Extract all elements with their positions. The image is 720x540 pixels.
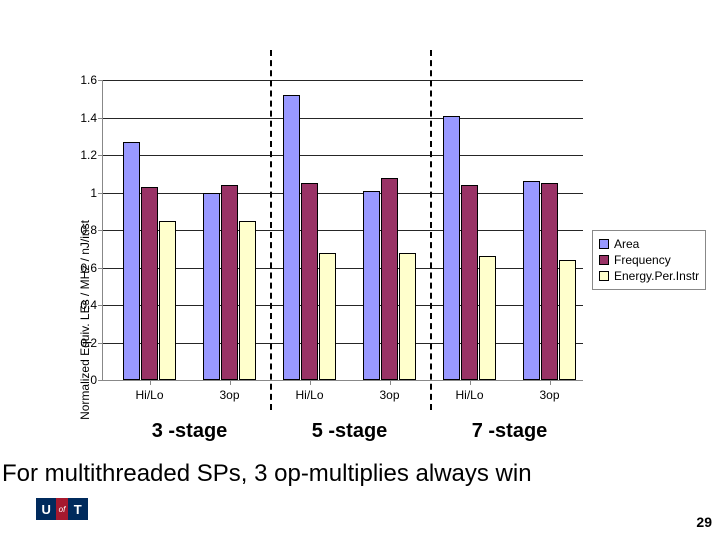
y-tick-label: 1.2	[80, 148, 103, 162]
bar-frequency	[141, 187, 158, 380]
legend-label-frequency: Frequency	[614, 253, 671, 267]
logo-u: U	[36, 498, 56, 520]
logo-t: T	[68, 498, 88, 520]
bar-frequency	[381, 178, 398, 381]
page-number: 29	[696, 514, 712, 530]
bar-energy-per-instr	[479, 256, 496, 380]
slide: Normalized Equiv. LEs / MHz / nJ/inst 00…	[0, 0, 720, 540]
legend-swatch-frequency	[599, 255, 609, 265]
y-tick-label: 1.4	[80, 111, 103, 125]
bar-energy-per-instr	[399, 253, 416, 381]
x-tick-label: Hi/Lo	[135, 380, 163, 402]
y-tick-label: 1	[90, 186, 103, 200]
legend-item-area: Area	[599, 237, 699, 251]
bar-frequency	[301, 183, 318, 380]
gridline	[103, 155, 583, 156]
section-label: 7 -stage	[472, 420, 548, 443]
bar-area	[283, 95, 300, 380]
legend: Area Frequency Energy.Per.Instr	[592, 230, 706, 290]
bar-energy-per-instr	[319, 253, 336, 381]
chart: Normalized Equiv. LEs / MHz / nJ/inst 00…	[60, 80, 680, 400]
bar-frequency	[541, 183, 558, 380]
x-tick-label: Hi/Lo	[295, 380, 323, 402]
gridline	[103, 193, 583, 194]
y-axis-title: Normalized Equiv. LEs / MHz / nJ/inst	[78, 220, 92, 420]
bar-frequency	[461, 185, 478, 380]
legend-swatch-area	[599, 239, 609, 249]
legend-item-frequency: Frequency	[599, 253, 699, 267]
caption: For multithreaded SPs, 3 op-multiplies a…	[2, 460, 532, 488]
logo-of: of	[56, 498, 67, 520]
bar-energy-per-instr	[559, 260, 576, 380]
x-tick-label: 3op	[379, 380, 399, 402]
y-tick-label: 0.4	[80, 298, 103, 312]
y-tick-label: 0.8	[80, 223, 103, 237]
bar-energy-per-instr	[159, 221, 176, 380]
bar-area	[123, 142, 140, 380]
section-label: 3 -stage	[152, 420, 228, 443]
x-tick-label: 3op	[219, 380, 239, 402]
legend-label-area: Area	[614, 237, 639, 251]
y-tick-label: 1.6	[80, 73, 103, 87]
bar-area	[443, 116, 460, 380]
legend-item-energy: Energy.Per.Instr	[599, 269, 699, 283]
legend-swatch-energy	[599, 271, 609, 281]
plot-area: 00.20.40.60.811.21.41.6Hi/Lo3op3 -stageH…	[102, 80, 583, 381]
section-divider	[430, 50, 432, 410]
bar-area	[203, 193, 220, 381]
bar-energy-per-instr	[239, 221, 256, 380]
bar-frequency	[221, 185, 238, 380]
bar-area	[523, 181, 540, 380]
bar-area	[363, 191, 380, 380]
section-label: 5 -stage	[312, 420, 388, 443]
x-tick-label: 3op	[539, 380, 559, 402]
gridline	[103, 118, 583, 119]
section-divider	[270, 50, 272, 410]
y-tick-label: 0.2	[80, 336, 103, 350]
uoft-logo: U of T	[36, 498, 88, 520]
gridline	[103, 80, 583, 81]
legend-label-energy: Energy.Per.Instr	[614, 269, 699, 283]
y-tick-label: 0	[90, 373, 103, 387]
y-tick-label: 0.6	[80, 261, 103, 275]
x-tick-label: Hi/Lo	[455, 380, 483, 402]
